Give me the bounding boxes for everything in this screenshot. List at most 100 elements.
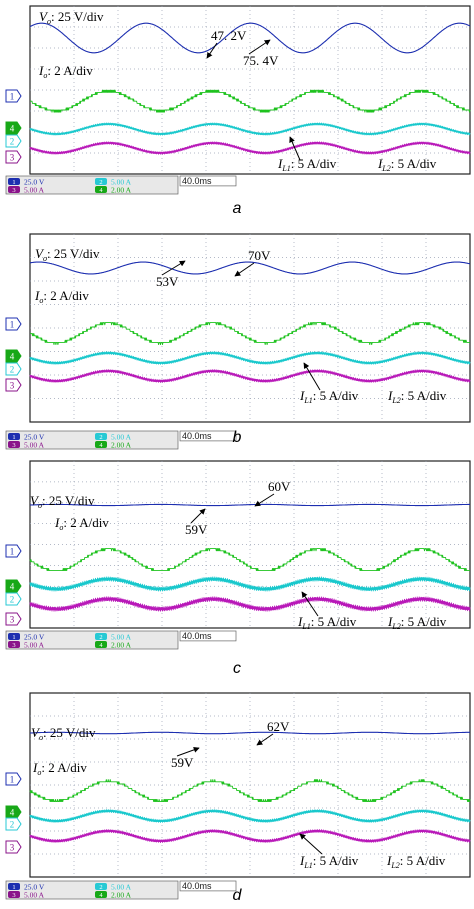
il2-scale-label-scale: : 5 A/div <box>400 853 446 868</box>
channel-marker-label: 3 <box>10 153 15 163</box>
il1-scale-label-subscript: L1 <box>301 622 310 631</box>
panel-b: 1 4 2 3 Vo: 25 V/div Io: 2 A/div IL1: 5 A/div I… <box>0 228 474 453</box>
channel-scale-readout: 25.0 V <box>24 633 45 642</box>
annotation-ann-max: 75. 4V <box>243 53 279 68</box>
channel-badge-number: 4 <box>99 442 103 449</box>
annotation-ann-min: 47. 2V <box>211 28 247 43</box>
channel-scale-readout: 2.00 A <box>111 891 132 900</box>
annotation-arrow <box>248 39 271 55</box>
vo-scale-label-scale: : 25 V/div <box>51 9 104 24</box>
channel-scale-readout: 2.00 A <box>111 186 132 195</box>
status-panel <box>5 880 179 900</box>
channel-marker-ch2: 2 <box>5 134 22 148</box>
channel-marker-label: 2 <box>10 365 15 375</box>
il1-scale-label: IL1: 5 A/div <box>297 614 357 631</box>
il2-scale-label-subscript: L2 <box>381 164 390 173</box>
channel-badge-number: 3 <box>12 442 15 449</box>
channel-marker-label: 3 <box>10 843 15 853</box>
channel-marker-ch4: 4 <box>5 579 22 593</box>
channel-badge <box>95 186 107 193</box>
channel-marker-shape <box>5 840 22 854</box>
channel-marker-ch1: 1 <box>5 89 22 103</box>
channel-badge <box>8 633 20 640</box>
channel-marker-ch1: 1 <box>5 772 22 786</box>
il2-scale-label-symbol: I <box>386 853 392 868</box>
vo-scale-label-symbol: V <box>35 246 45 261</box>
timebase-readout: 40.0ms <box>182 176 212 186</box>
trace-vo <box>29 503 471 507</box>
panel-c: 1 4 2 3 Vo: 25 V/div Io: 2 A/div IL1: 5 A/div I… <box>0 454 474 682</box>
channel-badge <box>95 433 107 440</box>
channel-marker-label: 4 <box>10 808 15 818</box>
trace-io <box>29 548 470 572</box>
channel-marker-shape <box>5 378 22 392</box>
channel-marker-shape <box>5 817 22 831</box>
il2-scale-label: IL2: 5 A/div <box>386 853 446 870</box>
trace-io <box>29 779 471 803</box>
il1-scale-label: IL1: 5 A/div <box>277 156 337 173</box>
vo-scale-label: Vo: 25 V/div <box>31 725 96 742</box>
channel-marker-label: 1 <box>10 547 15 557</box>
channel-badge <box>95 883 107 890</box>
timebase-box <box>179 880 237 892</box>
il1-scale-label-symbol: I <box>299 853 305 868</box>
channel-scale-readout: 5.00 A <box>24 641 45 650</box>
channel-marker-ch2: 2 <box>5 592 22 606</box>
channel-scale-readout: 2.00 A <box>111 441 132 450</box>
vo-scale-label-symbol: V <box>31 725 41 740</box>
io-scale-label: Io: 2 A/div <box>34 288 89 305</box>
channel-badge <box>95 441 107 448</box>
il1-scale-label-symbol: I <box>277 156 283 171</box>
channel-badge-number: 2 <box>99 884 102 891</box>
io-scale-label: Io: 2 A/div <box>38 63 93 80</box>
channel-marker-label: 2 <box>10 595 15 605</box>
channel-badge-number: 1 <box>12 179 15 186</box>
channel-badge-number: 2 <box>99 634 102 641</box>
trace-il2 <box>29 369 471 383</box>
il1-scale-label: IL1: 5 A/div <box>299 853 359 870</box>
channel-marker-ch3: 3 <box>5 378 22 392</box>
il2-scale-label-symbol: I <box>377 156 383 171</box>
io-scale-label-scale: : 2 A/div <box>41 760 87 775</box>
channel-marker-label: 1 <box>10 92 15 102</box>
channel-scale-readout: 5.00 A <box>111 433 132 442</box>
channel-badge <box>95 178 107 185</box>
il1-scale-label-scale: : 5 A/div <box>291 156 337 171</box>
channel-marker-shape <box>5 544 22 558</box>
channel-scale-readout: 5.00 A <box>24 186 45 195</box>
channel-marker-shape <box>5 349 22 363</box>
timebase-readout: 40.0ms <box>182 631 212 641</box>
io-scale-label-symbol: I <box>32 760 38 775</box>
vo-scale-label-subscript: o <box>39 733 43 742</box>
channel-marker-shape <box>5 121 22 135</box>
channel-marker-label: 4 <box>10 352 15 362</box>
channel-scale-readout: 5.00 A <box>111 633 132 642</box>
trace-il1 <box>29 576 471 592</box>
annotation-arrow <box>161 260 186 276</box>
channel-scale-readout: 25.0 V <box>24 433 45 442</box>
channel-marker-label: 3 <box>10 615 15 625</box>
annotation-ann-min: 59V <box>185 522 208 537</box>
il2-scale-label-symbol: I <box>387 614 393 629</box>
channel-badge-number: 4 <box>99 642 103 649</box>
channel-marker-shape <box>5 612 22 626</box>
channel-scale-readout: 25.0 V <box>24 883 45 892</box>
io-scale-label-symbol: I <box>34 288 40 303</box>
channel-marker-label: 2 <box>10 820 15 830</box>
channel-marker-ch1: 1 <box>5 317 22 331</box>
panel-a: 1 4 2 3 Vo: 25 V/div Io: 2 A/div IL1: 5 A/div I… <box>0 0 474 225</box>
channel-badge-number: 3 <box>12 642 15 649</box>
channel-marker-label: 1 <box>10 775 15 785</box>
trace-il1 <box>29 351 471 365</box>
trace-vo <box>29 731 471 735</box>
il1-scale-label-scale: : 5 A/div <box>313 388 359 403</box>
channel-marker-ch4: 4 <box>5 121 22 135</box>
annotation-arrow <box>234 262 255 277</box>
channel-badge-number: 2 <box>99 179 102 186</box>
channel-badge-number: 3 <box>12 187 15 194</box>
channel-marker-label: 4 <box>10 582 15 592</box>
io-scale-label-scale: : 2 A/div <box>43 288 89 303</box>
